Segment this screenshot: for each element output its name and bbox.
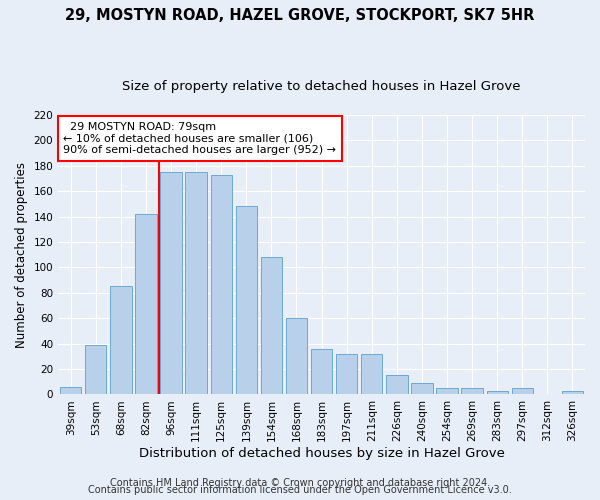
Bar (236, 206, 257, 394)
Bar (110, 286, 131, 395)
Bar (436, 388, 458, 394)
Title: Size of property relative to detached houses in Hazel Grove: Size of property relative to detached ho… (122, 80, 521, 93)
Text: 29 MOSTYN ROAD: 79sqm
← 10% of detached houses are smaller (106)
90% of semi-det: 29 MOSTYN ROAD: 79sqm ← 10% of detached … (64, 122, 337, 155)
X-axis label: Distribution of detached houses by size in Hazel Grove: Distribution of detached houses by size … (139, 447, 505, 460)
Text: Contains public sector information licensed under the Open Government Licence v3: Contains public sector information licen… (88, 485, 512, 495)
Bar (461, 388, 483, 394)
Text: Contains HM Land Registry data © Crown copyright and database right 2024.: Contains HM Land Registry data © Crown c… (110, 478, 490, 488)
Y-axis label: Number of detached properties: Number of detached properties (15, 162, 28, 348)
Bar (361, 354, 382, 395)
Text: 29, MOSTYN ROAD, HAZEL GROVE, STOCKPORT, SK7 5HR: 29, MOSTYN ROAD, HAZEL GROVE, STOCKPORT,… (65, 8, 535, 22)
Bar (85, 345, 106, 395)
Bar (411, 383, 433, 394)
Bar (487, 390, 508, 394)
Bar (311, 348, 332, 395)
Bar (562, 390, 583, 394)
Bar (185, 172, 207, 394)
Bar (286, 318, 307, 394)
Bar (211, 174, 232, 394)
Bar (160, 172, 182, 394)
Bar (261, 258, 282, 394)
Bar (512, 388, 533, 394)
Bar (136, 214, 157, 394)
Bar (336, 354, 358, 395)
Bar (60, 387, 82, 394)
Bar (386, 376, 407, 394)
